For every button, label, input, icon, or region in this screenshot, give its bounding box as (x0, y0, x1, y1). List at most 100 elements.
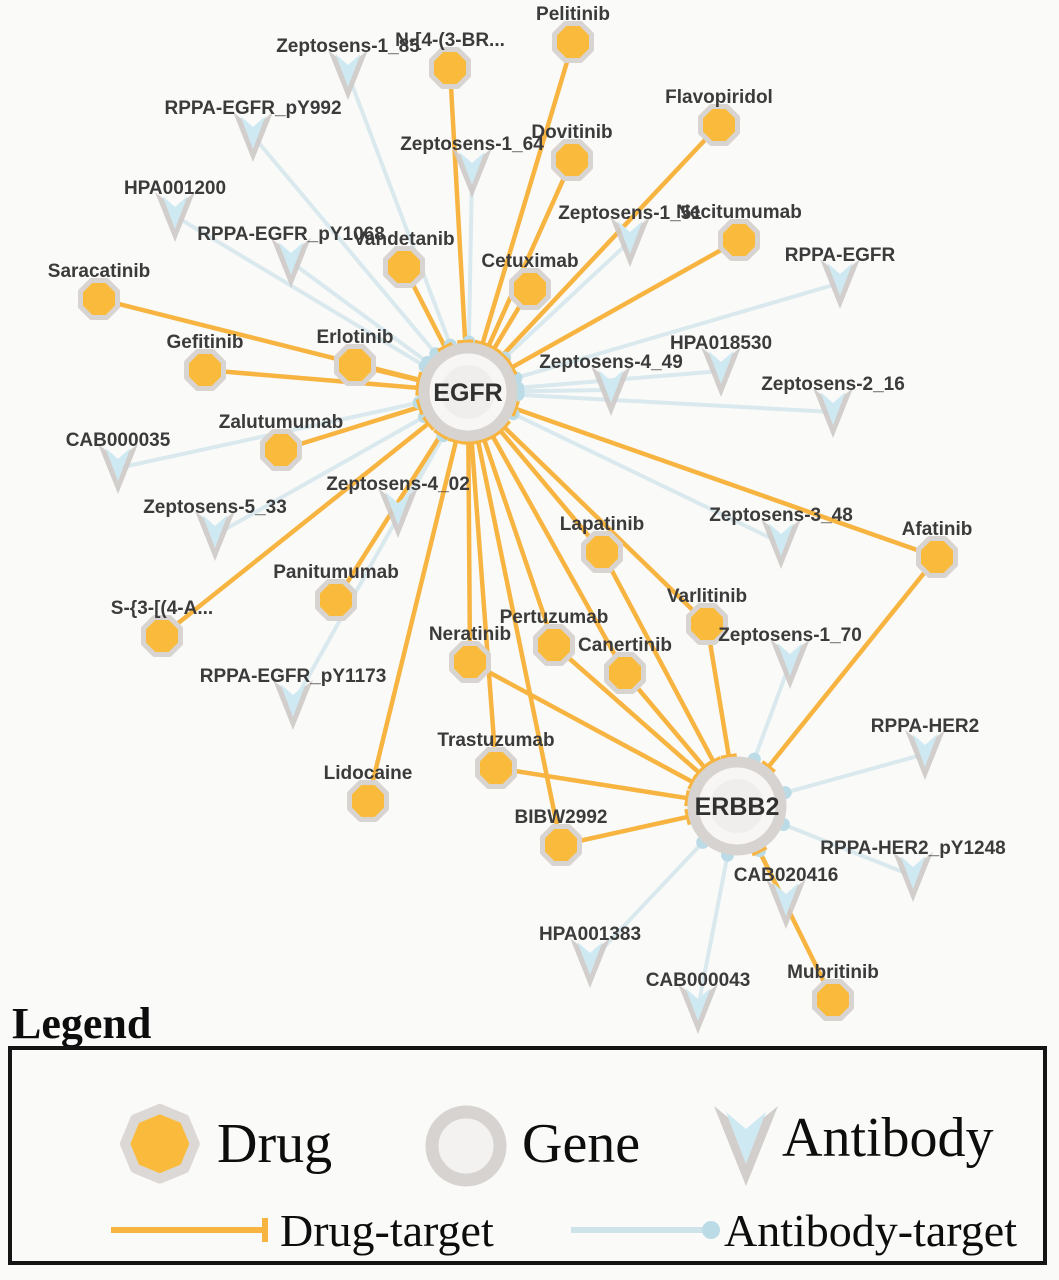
edge-tee-mubritinib-erbb2 (751, 845, 768, 857)
drug-node-panitumumab[interactable] (315, 579, 357, 621)
drug-label-pelitinib: Pelitinib (536, 4, 610, 25)
edge-trastuzumab-erbb2 (495, 765, 688, 801)
drug-label-saracatinib: Saracatinib (48, 261, 150, 282)
drug-node-s-3-4-a[interactable] (141, 615, 183, 657)
drug-node-mubritinib[interactable] (812, 979, 854, 1021)
edge-rppa-egfr-py1068-egfr (289, 260, 429, 365)
edge-lapatinib-egfr (498, 428, 604, 554)
antibody-node-cab000035[interactable] (98, 444, 138, 494)
drug-node-pelitinib[interactable] (552, 21, 594, 63)
drug-label-necitumumab: Necitumumab (676, 202, 802, 223)
edge-varlitinib-egfr (502, 425, 709, 626)
antibody-node-zeptosens-1-70[interactable] (770, 639, 810, 689)
antibody-node-rppa-egfr-py1173[interactable] (273, 680, 313, 730)
gene-label-erbb2: ERBB2 (695, 793, 780, 821)
drug-node-n-4-3-br[interactable] (429, 47, 471, 89)
drug-node-varlitinib[interactable] (686, 603, 728, 645)
drug-label-dovitinib: Dovitinib (531, 122, 612, 143)
gene-node-erbb2[interactable] (687, 756, 787, 856)
legend-drug-target-label: Drug-target (280, 1205, 494, 1256)
antibody-node-zeptosens-3-48[interactable] (761, 519, 801, 569)
edge-s-3-4-a-egfr (160, 421, 431, 638)
edge-tee-s-3-4-a-egfr (422, 415, 436, 431)
legend-drug-label: Drug (217, 1113, 333, 1175)
antibody-node-hpa018530[interactable] (701, 347, 741, 397)
drug-label-flavopiridol: Flavopiridol (665, 87, 773, 108)
antibody-node-cab020416[interactable] (766, 879, 806, 929)
drug-label-varlitinib: Varlitinib (667, 586, 747, 607)
edge-zalutumumab-egfr (280, 404, 421, 453)
antibody-node-hpa001383[interactable] (570, 938, 610, 988)
drug-node-saracatinib[interactable] (78, 278, 120, 320)
antibody-node-cab000043[interactable] (678, 984, 718, 1034)
drug-node-vandetanib[interactable] (383, 246, 425, 288)
drug-node-canertinib[interactable] (604, 652, 646, 694)
antibody-node-rppa-egfr-py1068[interactable] (271, 238, 311, 288)
edge-flavopiridol-egfr (500, 123, 721, 358)
edge-tee-bibw2992-erbb2 (684, 808, 693, 826)
edge-tee-cetuximab-egfr (485, 343, 502, 356)
antibody-label-zeptosens-5-33: Zeptosens-5_33 (143, 497, 287, 518)
drug-node-flavopiridol[interactable] (698, 104, 740, 146)
drug-node-lidocaine[interactable] (347, 780, 389, 822)
antibody-label-zeptosens-2-16: Zeptosens-2_16 (761, 374, 905, 395)
drug-node-zalutumumab[interactable] (260, 429, 302, 471)
drug-label-zalutumumab: Zalutumumab (219, 412, 344, 433)
antibody-label-zeptosens-3-48: Zeptosens-3_48 (709, 505, 853, 526)
antibody-node-rppa-egfr[interactable] (820, 259, 860, 309)
antibody-node-zeptosens-1-85[interactable] (328, 50, 368, 100)
legend-box: Drug Gene Antibody Drug-target Antibody-… (8, 1046, 1047, 1265)
antibody-node-rppa-egfr-py992[interactable] (233, 112, 273, 162)
drug-target-edge-icon (111, 1218, 268, 1242)
drug-node-pertuzumab[interactable] (533, 624, 575, 666)
antibody-node-zeptosens-1-51[interactable] (610, 217, 650, 267)
antibody-node-zeptosens-5-33[interactable] (195, 511, 235, 561)
edge-pertuzumab-egfr (481, 438, 557, 646)
edge-n-4-3-br-egfr (447, 67, 468, 343)
drug-node-trastuzumab[interactable] (475, 747, 517, 789)
antibody-label-zeptosens-1-85: Zeptosens-1_85 (276, 36, 420, 57)
antibody-label-zeptosens-4-49: Zeptosens-4_49 (539, 352, 683, 373)
drug-node-bibw2992[interactable] (540, 824, 582, 866)
antibody-label-rppa-egfr: RPPA-EGFR (785, 245, 896, 266)
edge-tee-neratinib-erbb2 (687, 774, 699, 791)
drug-node-erlotinib[interactable] (334, 344, 376, 386)
drug-node-gefitinib[interactable] (184, 349, 226, 391)
drug-label-panitumumab: Panitumumab (273, 562, 399, 583)
labels-layer: EGFR ERBB2 Zeptosens-1_85 RPPA-EGFR_pY992 HP… (48, 4, 1006, 991)
legend-title: Legend (12, 999, 152, 1048)
drug-node-cetuximab[interactable] (509, 268, 551, 310)
drug-node-lapatinib[interactable] (581, 531, 623, 573)
drug-label-bibw2992: BIBW2992 (515, 807, 608, 828)
antibody-node-rppa-her2-py1248[interactable] (893, 852, 933, 902)
edge-bibw2992-erbb2 (560, 814, 689, 848)
edge-varlitinib-erbb2 (704, 623, 732, 758)
edge-rppa-egfr-py1173-egfr (291, 434, 446, 705)
antibody-node-hpa001200[interactable] (155, 192, 195, 242)
antibody-node-zeptosens-1-64[interactable] (452, 148, 492, 198)
edge-panitumumab-egfr (334, 433, 444, 602)
antibody-node-zeptosens-4-49[interactable] (591, 366, 631, 416)
edge-zeptosens-5-33-egfr (214, 414, 426, 537)
antibody-node-zeptosens-2-16[interactable] (813, 388, 853, 438)
drug-node-necitumumab[interactable] (718, 219, 760, 261)
antibody-node-rppa-her2[interactable] (905, 730, 945, 780)
legend-gene-label: Gene (522, 1113, 641, 1175)
edge-bibw2992-egfr (475, 440, 564, 846)
drug-node-afatinib[interactable] (916, 536, 958, 578)
edge-tee-canertinib-egfr (484, 429, 501, 442)
legend-antibody-target-label: Antibody-target (724, 1205, 1017, 1256)
drug-node-neratinib[interactable] (449, 641, 491, 683)
antibody-node-zeptosens-4-02[interactable] (378, 488, 418, 538)
antibody-label-hpa001200: HPA001200 (124, 178, 226, 199)
edge-neratinib-erbb2 (468, 660, 695, 785)
drug-label-afatinib: Afatinib (902, 519, 973, 540)
drug-node-dovitinib[interactable] (551, 139, 593, 181)
drug-label-lapatinib: Lapatinib (560, 514, 644, 535)
edge-tee-n-4-3-br-egfr (457, 339, 474, 345)
gene-node-egfr[interactable] (418, 342, 518, 442)
drug-label-mubritinib: Mubritinib (787, 962, 879, 983)
antibody-chevron-icon (714, 1106, 778, 1186)
drug-label-trastuzumab: Trastuzumab (437, 730, 554, 751)
